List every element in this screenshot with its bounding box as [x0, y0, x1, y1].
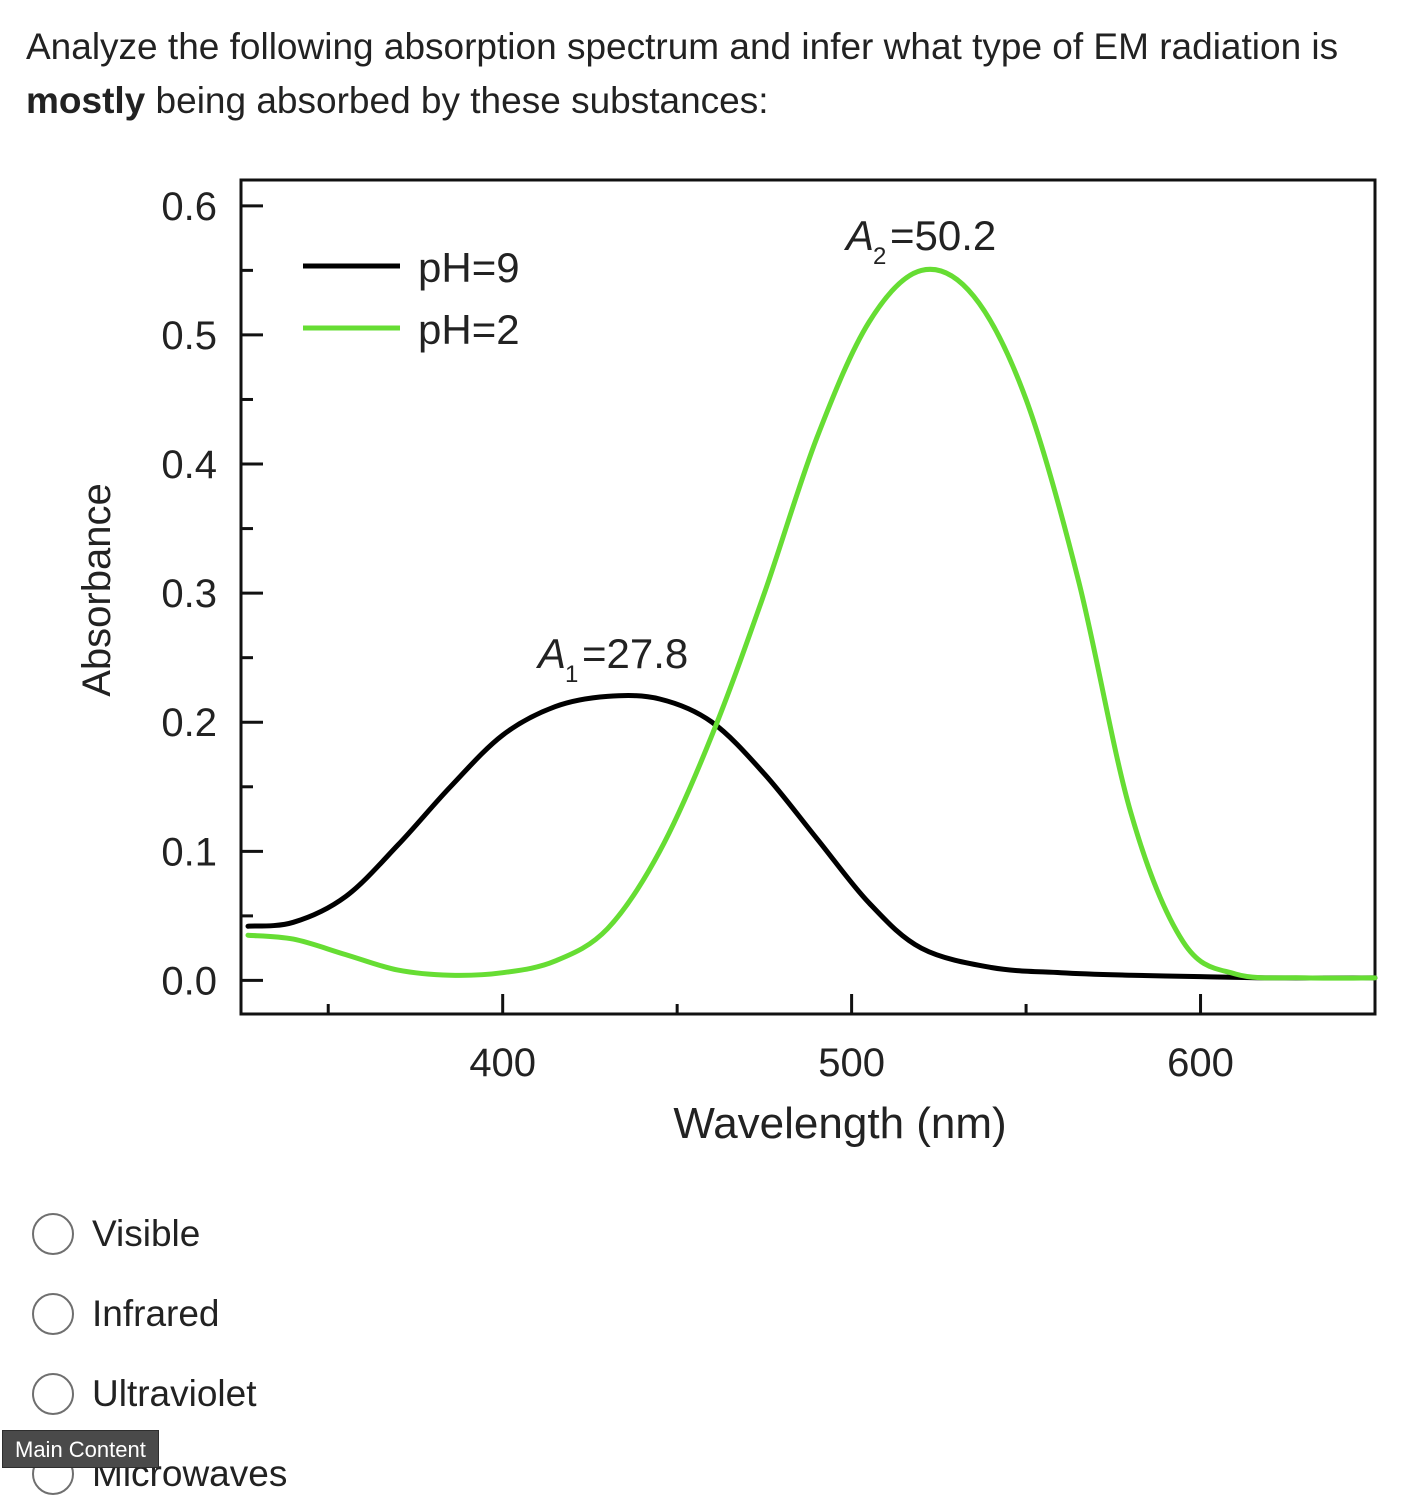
question-part-1: Analyze the following absorption spectru… — [26, 26, 1338, 67]
x-tick-label: 600 — [1167, 1041, 1234, 1085]
peak-annotation-1: A1 =27.8 — [535, 630, 688, 688]
option-visible[interactable]: Visible — [32, 1206, 200, 1262]
x-tick-label: 500 — [818, 1041, 885, 1085]
question-text: Analyze the following absorption spectru… — [26, 20, 1416, 128]
y-tick-label: 0.0 — [161, 959, 217, 1003]
absorption-spectrum-chart: 0.0 0.1 0.2 0.3 0.4 0.5 0.6 400 500 600 pH=9 pH=2… — [0, 170, 1420, 1150]
option-ultraviolet[interactable]: Ultraviolet — [32, 1366, 257, 1422]
annotation-subscript: 1 — [565, 661, 578, 688]
y-tick-label: 0.3 — [161, 572, 217, 616]
radio-button-icon[interactable] — [32, 1293, 74, 1335]
annotation-subscript: 2 — [873, 243, 886, 270]
x-tick-label: 400 — [469, 1041, 536, 1085]
y-tick-label: 0.5 — [161, 314, 217, 358]
option-label: Ultraviolet — [92, 1373, 257, 1415]
radio-button-icon[interactable] — [32, 1213, 74, 1255]
y-tick-label: 0.6 — [161, 185, 217, 229]
question-bold-word: mostly — [26, 80, 145, 121]
main-content-tooltip[interactable]: Main Content — [2, 1430, 159, 1468]
peak-annotation-2: A2 =50.2 — [843, 212, 996, 270]
series-line-ph9 — [248, 696, 1375, 978]
option-label: Infrared — [92, 1293, 220, 1335]
y-tick-label: 0.1 — [161, 830, 217, 874]
annotation-letter: A — [843, 212, 874, 259]
question-part-2: being absorbed by these substances: — [156, 80, 769, 121]
y-tick-label: 0.2 — [161, 701, 217, 745]
annotation-letter: A — [535, 630, 566, 677]
series-line-ph2 — [248, 269, 1375, 978]
absorption-spectrum-figure: 0.0 0.1 0.2 0.3 0.4 0.5 0.6 400 500 600 pH=9 pH=2… — [0, 170, 1420, 1150]
y-tick-label: 0.4 — [161, 443, 217, 487]
annotation-value: =50.2 — [890, 212, 996, 259]
legend-label: pH=9 — [418, 244, 520, 291]
option-infrared[interactable]: Infrared — [32, 1286, 220, 1342]
option-label: Visible — [92, 1213, 200, 1255]
y-axis-label: Absorbance — [75, 483, 119, 696]
plot-frame — [241, 180, 1375, 1014]
radio-button-icon[interactable] — [32, 1373, 74, 1415]
x-axis-label: Wavelength (nm) — [673, 1099, 1006, 1148]
legend-label: pH=2 — [418, 306, 520, 353]
annotation-value: =27.8 — [582, 630, 688, 677]
